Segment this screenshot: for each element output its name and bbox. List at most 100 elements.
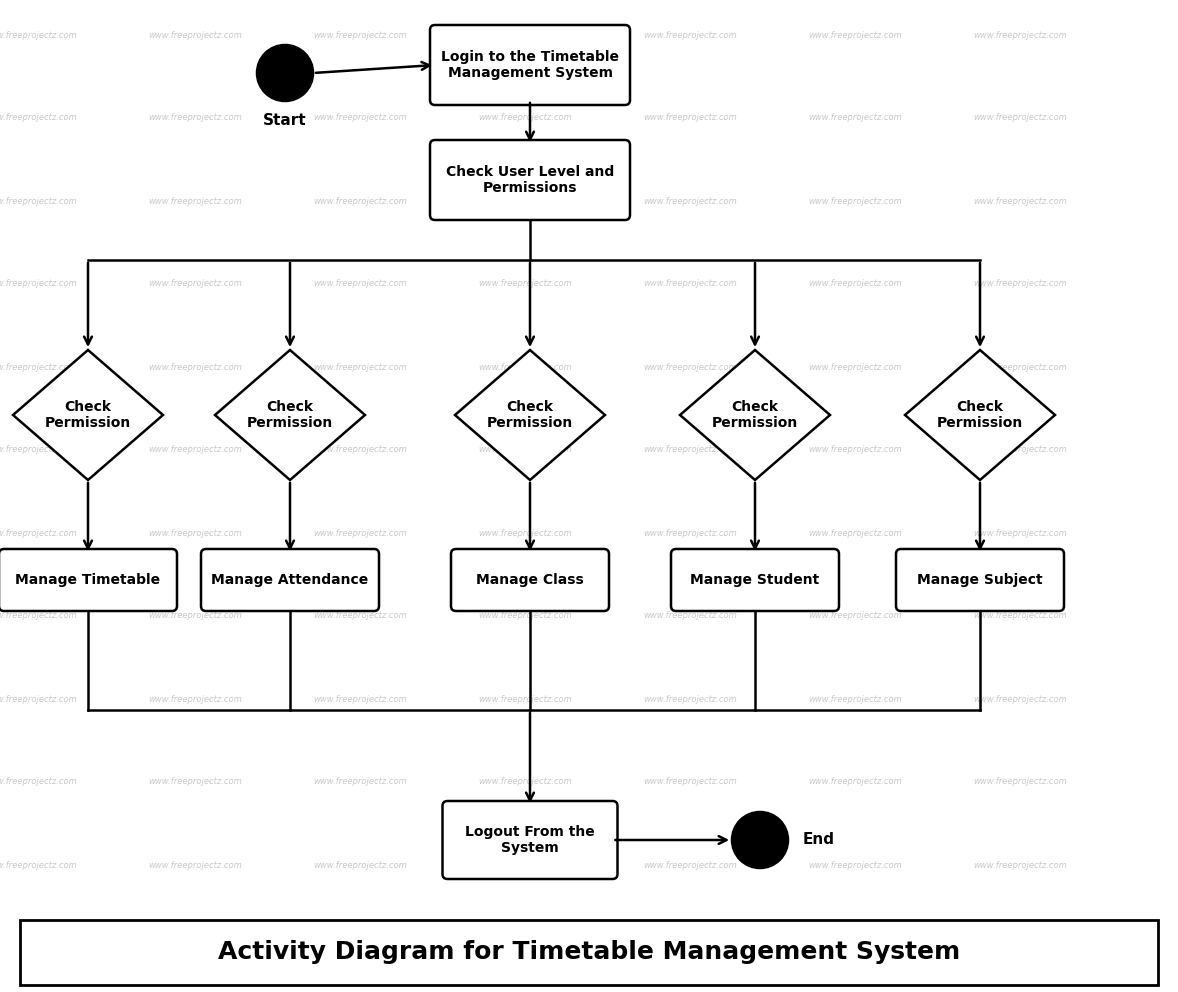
FancyBboxPatch shape [0,549,177,611]
Text: End: End [803,832,835,847]
Text: www.freeprojectz.com: www.freeprojectz.com [313,694,406,703]
Text: www.freeprojectz.com: www.freeprojectz.com [0,860,77,870]
Text: www.freeprojectz.com: www.freeprojectz.com [148,529,241,538]
Text: www.freeprojectz.com: www.freeprojectz.com [643,362,737,371]
Circle shape [257,45,313,101]
Text: Check
Permission: Check Permission [487,400,574,431]
Polygon shape [680,350,830,480]
Text: www.freeprojectz.com: www.freeprojectz.com [0,778,77,787]
Text: Activity Diagram for Timetable Management System: Activity Diagram for Timetable Managemen… [218,940,960,964]
Text: www.freeprojectz.com: www.freeprojectz.com [313,860,406,870]
Text: www.freeprojectz.com: www.freeprojectz.com [808,778,902,787]
Text: www.freeprojectz.com: www.freeprojectz.com [973,31,1067,40]
Text: www.freeprojectz.com: www.freeprojectz.com [148,113,241,122]
Text: www.freeprojectz.com: www.freeprojectz.com [313,362,406,371]
Text: www.freeprojectz.com: www.freeprojectz.com [973,860,1067,870]
Text: www.freeprojectz.com: www.freeprojectz.com [973,113,1067,122]
Text: www.freeprojectz.com: www.freeprojectz.com [808,280,902,289]
Text: Manage Timetable: Manage Timetable [15,573,160,587]
FancyBboxPatch shape [430,140,630,220]
Text: www.freeprojectz.com: www.freeprojectz.com [643,445,737,454]
FancyBboxPatch shape [451,549,609,611]
FancyBboxPatch shape [671,549,839,611]
Text: www.freeprojectz.com: www.freeprojectz.com [313,280,406,289]
Text: www.freeprojectz.com: www.freeprojectz.com [148,860,241,870]
Text: www.freeprojectz.com: www.freeprojectz.com [0,196,77,205]
Text: www.freeprojectz.com: www.freeprojectz.com [148,778,241,787]
Text: www.freeprojectz.com: www.freeprojectz.com [313,611,406,621]
Text: www.freeprojectz.com: www.freeprojectz.com [973,529,1067,538]
Text: www.freeprojectz.com: www.freeprojectz.com [478,778,571,787]
Text: www.freeprojectz.com: www.freeprojectz.com [148,611,241,621]
Text: www.freeprojectz.com: www.freeprojectz.com [0,529,77,538]
Text: www.freeprojectz.com: www.freeprojectz.com [478,445,571,454]
Text: Start: Start [263,113,306,128]
Text: www.freeprojectz.com: www.freeprojectz.com [0,31,77,40]
Text: www.freeprojectz.com: www.freeprojectz.com [808,113,902,122]
Text: www.freeprojectz.com: www.freeprojectz.com [808,445,902,454]
Text: www.freeprojectz.com: www.freeprojectz.com [148,362,241,371]
Text: www.freeprojectz.com: www.freeprojectz.com [478,280,571,289]
Text: www.freeprojectz.com: www.freeprojectz.com [478,362,571,371]
Text: www.freeprojectz.com: www.freeprojectz.com [973,196,1067,205]
Text: www.freeprojectz.com: www.freeprojectz.com [973,362,1067,371]
Text: www.freeprojectz.com: www.freeprojectz.com [478,196,571,205]
Text: Manage Subject: Manage Subject [918,573,1043,587]
Text: www.freeprojectz.com: www.freeprojectz.com [313,113,406,122]
Polygon shape [455,350,605,480]
Text: www.freeprojectz.com: www.freeprojectz.com [148,694,241,703]
Text: Check
Permission: Check Permission [247,400,333,431]
Text: www.freeprojectz.com: www.freeprojectz.com [643,694,737,703]
Text: Logout From the
System: Logout From the System [465,825,595,855]
Text: Check
Permission: Check Permission [45,400,131,431]
Text: www.freeprojectz.com: www.freeprojectz.com [808,31,902,40]
Text: www.freeprojectz.com: www.freeprojectz.com [973,445,1067,454]
Text: Manage Class: Manage Class [476,573,584,587]
Text: www.freeprojectz.com: www.freeprojectz.com [0,362,77,371]
Text: www.freeprojectz.com: www.freeprojectz.com [808,362,902,371]
Text: www.freeprojectz.com: www.freeprojectz.com [313,445,406,454]
Text: www.freeprojectz.com: www.freeprojectz.com [973,611,1067,621]
Text: www.freeprojectz.com: www.freeprojectz.com [643,113,737,122]
Text: Login to the Timetable
Management System: Login to the Timetable Management System [441,50,618,80]
Text: www.freeprojectz.com: www.freeprojectz.com [643,529,737,538]
Text: www.freeprojectz.com: www.freeprojectz.com [313,31,406,40]
Text: www.freeprojectz.com: www.freeprojectz.com [313,778,406,787]
Text: www.freeprojectz.com: www.freeprojectz.com [478,31,571,40]
Circle shape [732,812,788,868]
Polygon shape [20,920,1158,985]
Text: www.freeprojectz.com: www.freeprojectz.com [0,280,77,289]
Text: www.freeprojectz.com: www.freeprojectz.com [643,280,737,289]
Text: www.freeprojectz.com: www.freeprojectz.com [0,113,77,122]
Text: Check
Permission: Check Permission [937,400,1024,431]
Text: www.freeprojectz.com: www.freeprojectz.com [643,860,737,870]
Text: www.freeprojectz.com: www.freeprojectz.com [313,196,406,205]
Text: www.freeprojectz.com: www.freeprojectz.com [148,280,241,289]
Text: www.freeprojectz.com: www.freeprojectz.com [973,778,1067,787]
FancyBboxPatch shape [430,25,630,105]
Polygon shape [216,350,365,480]
Polygon shape [13,350,163,480]
Text: www.freeprojectz.com: www.freeprojectz.com [478,860,571,870]
Text: www.freeprojectz.com: www.freeprojectz.com [808,529,902,538]
FancyBboxPatch shape [443,801,617,879]
Text: www.freeprojectz.com: www.freeprojectz.com [973,280,1067,289]
Text: Manage Student: Manage Student [690,573,820,587]
Text: www.freeprojectz.com: www.freeprojectz.com [643,31,737,40]
Text: www.freeprojectz.com: www.freeprojectz.com [313,529,406,538]
Text: www.freeprojectz.com: www.freeprojectz.com [808,694,902,703]
FancyBboxPatch shape [201,549,379,611]
Polygon shape [905,350,1055,480]
Text: www.freeprojectz.com: www.freeprojectz.com [808,196,902,205]
Text: www.freeprojectz.com: www.freeprojectz.com [148,445,241,454]
Text: Check
Permission: Check Permission [712,400,799,431]
Text: www.freeprojectz.com: www.freeprojectz.com [148,31,241,40]
Text: www.freeprojectz.com: www.freeprojectz.com [0,611,77,621]
Text: www.freeprojectz.com: www.freeprojectz.com [478,611,571,621]
Text: www.freeprojectz.com: www.freeprojectz.com [478,529,571,538]
Text: www.freeprojectz.com: www.freeprojectz.com [643,778,737,787]
Text: www.freeprojectz.com: www.freeprojectz.com [973,694,1067,703]
Text: www.freeprojectz.com: www.freeprojectz.com [0,694,77,703]
Text: www.freeprojectz.com: www.freeprojectz.com [643,611,737,621]
Text: www.freeprojectz.com: www.freeprojectz.com [0,445,77,454]
